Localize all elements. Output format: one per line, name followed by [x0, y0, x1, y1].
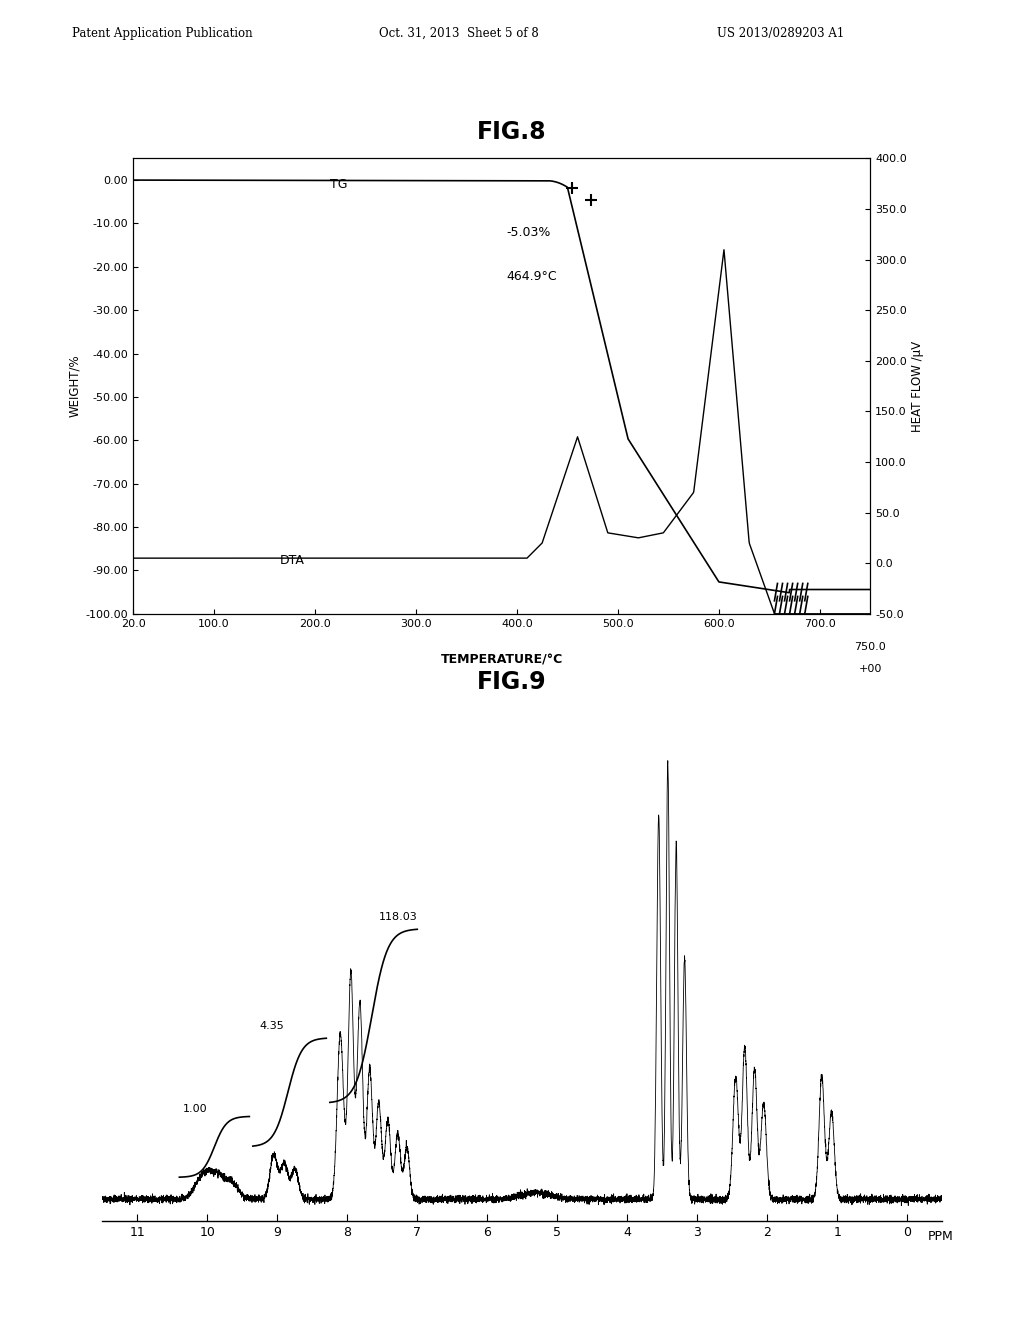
- Text: FIG.8: FIG.8: [477, 120, 547, 144]
- Text: -5.03%: -5.03%: [507, 227, 551, 239]
- Text: TG: TG: [330, 178, 347, 191]
- Y-axis label: HEAT FLOW /μV: HEAT FLOW /μV: [911, 341, 925, 432]
- Text: 118.03: 118.03: [379, 912, 418, 923]
- Text: Oct. 31, 2013  Sheet 5 of 8: Oct. 31, 2013 Sheet 5 of 8: [379, 26, 539, 40]
- X-axis label: TEMPERATURE/°C: TEMPERATURE/°C: [440, 653, 563, 667]
- Text: PPM: PPM: [928, 1230, 953, 1242]
- Text: US 2013/0289203 A1: US 2013/0289203 A1: [717, 26, 844, 40]
- Text: DTA: DTA: [280, 554, 304, 566]
- Text: 750.0: 750.0: [854, 642, 887, 652]
- Text: 464.9°C: 464.9°C: [507, 269, 557, 282]
- Text: FIG.9: FIG.9: [477, 671, 547, 694]
- Text: 4.35: 4.35: [260, 1022, 285, 1031]
- Text: Patent Application Publication: Patent Application Publication: [72, 26, 252, 40]
- Y-axis label: WEIGHT/%: WEIGHT/%: [69, 355, 82, 417]
- Text: 1.00: 1.00: [183, 1104, 208, 1114]
- Text: +00: +00: [859, 664, 882, 673]
